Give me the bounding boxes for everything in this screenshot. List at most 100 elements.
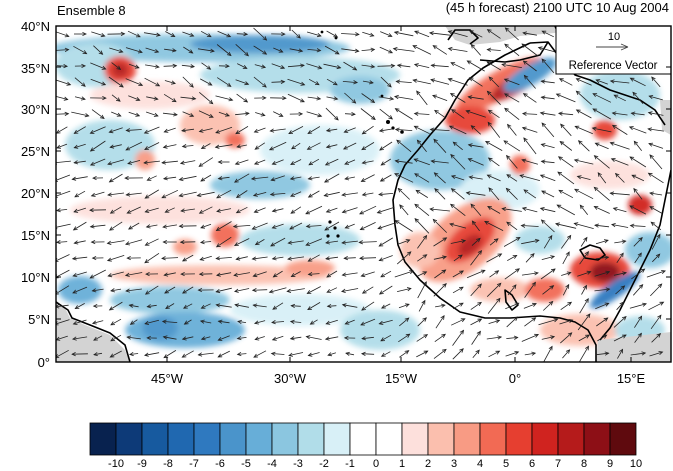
wind-vector	[183, 46, 193, 54]
wind-vector-head	[145, 271, 150, 277]
wind-vector-head	[98, 50, 104, 55]
wind-vector	[521, 239, 539, 245]
wind-vector-head	[659, 301, 665, 306]
wind-vector	[398, 239, 410, 245]
wind-vector	[307, 286, 321, 294]
wind-vector-head	[576, 175, 582, 180]
wind-vector-head	[413, 63, 419, 68]
wind-vector-head	[423, 350, 429, 355]
wind-vector	[377, 65, 395, 67]
wind-vector	[91, 31, 105, 37]
wind-vector	[255, 112, 265, 116]
wind-vector-head	[135, 112, 141, 117]
wind-vector-head	[144, 352, 149, 357]
wind-vector	[579, 251, 589, 265]
wind-vector	[198, 352, 214, 356]
wind-vector-head	[539, 174, 545, 179]
colorbar-swatch	[375, 422, 403, 456]
wind-vector	[252, 222, 268, 230]
wind-vector	[344, 92, 356, 104]
wind-vector-head	[181, 128, 186, 133]
wind-vector	[452, 348, 464, 360]
wind-vector-head	[56, 354, 60, 359]
wind-vector	[144, 252, 160, 264]
wind-vector-head	[519, 174, 525, 179]
wind-vector-head	[290, 161, 295, 165]
wind-vector-head	[461, 239, 467, 244]
wind-vector	[216, 287, 232, 293]
wind-vector	[595, 239, 609, 245]
wind-vector-head	[661, 270, 666, 274]
wind-vector	[163, 350, 177, 358]
wind-vector-head	[181, 257, 187, 262]
wind-vector-head	[515, 268, 520, 273]
wind-vector	[72, 176, 88, 180]
wind-vector-head	[539, 111, 545, 116]
wind-vector-head	[199, 240, 205, 245]
wind-vector	[519, 175, 541, 181]
wind-vector	[145, 47, 159, 53]
wind-vector-head	[341, 303, 347, 308]
wind-vector	[56, 254, 70, 262]
wind-vector	[397, 288, 411, 292]
wind-vector-head	[254, 145, 260, 150]
colorbar-swatch	[505, 422, 533, 456]
wind-vector	[326, 287, 338, 293]
wind-vector-head	[325, 256, 330, 261]
wind-vector-head	[252, 273, 258, 278]
colorbar-tick-label: 3	[451, 458, 457, 470]
wind-vector-head	[101, 65, 107, 70]
wind-vector-head	[522, 60, 528, 65]
wind-vector	[325, 107, 339, 121]
wind-vector	[394, 31, 414, 37]
wind-vector-head	[269, 192, 275, 197]
wind-vector	[543, 346, 553, 362]
wind-vector	[466, 110, 486, 118]
wind-vector-head	[559, 140, 565, 146]
wind-vector-head	[486, 174, 492, 179]
wind-vector-head	[81, 63, 87, 69]
wind-vector-head	[314, 81, 320, 86]
wind-vector	[381, 351, 391, 357]
wind-vector-head	[268, 289, 274, 294]
wind-vector	[306, 63, 322, 69]
wind-vector-head	[628, 126, 634, 131]
wind-vector	[252, 289, 268, 291]
colorbar-swatch	[219, 422, 247, 456]
wind-vector-head	[388, 115, 394, 120]
wind-vector	[290, 336, 302, 340]
reference-vector-magnitude: 10	[608, 31, 620, 43]
wind-vector	[396, 81, 412, 83]
wind-vector	[594, 155, 610, 169]
wind-vector	[72, 256, 88, 260]
wind-vector-head	[556, 204, 562, 209]
land-mask-gulf-of-guinea	[596, 332, 671, 362]
wind-vector-head	[484, 220, 489, 225]
island	[400, 130, 404, 134]
wind-vector-head	[448, 125, 454, 130]
wind-vector	[234, 288, 250, 292]
wind-vector-head	[605, 270, 611, 275]
wind-vector-head	[144, 241, 150, 246]
wind-vector-head	[433, 138, 438, 144]
wind-vector	[182, 350, 194, 358]
wind-vector	[540, 207, 556, 213]
wind-vector	[538, 318, 558, 326]
wind-vector-head	[165, 304, 170, 309]
wind-vector-head	[323, 192, 329, 197]
wind-vector-head	[575, 90, 581, 96]
anomaly-blob	[458, 234, 482, 256]
wind-vector-head	[353, 80, 359, 85]
anomaly-blob	[628, 195, 652, 215]
wind-vector-head	[450, 62, 456, 67]
wind-vector	[523, 32, 537, 36]
wind-vector	[412, 45, 432, 55]
wind-vector-head	[522, 93, 528, 98]
wind-vector	[253, 27, 267, 41]
wind-vector	[538, 47, 558, 53]
anomaly-blob	[142, 316, 178, 340]
wind-vector-head	[610, 158, 616, 162]
wind-vector	[254, 159, 266, 165]
coastline-iberia	[447, 29, 479, 45]
colorbar-tick-label: -10	[108, 458, 124, 470]
